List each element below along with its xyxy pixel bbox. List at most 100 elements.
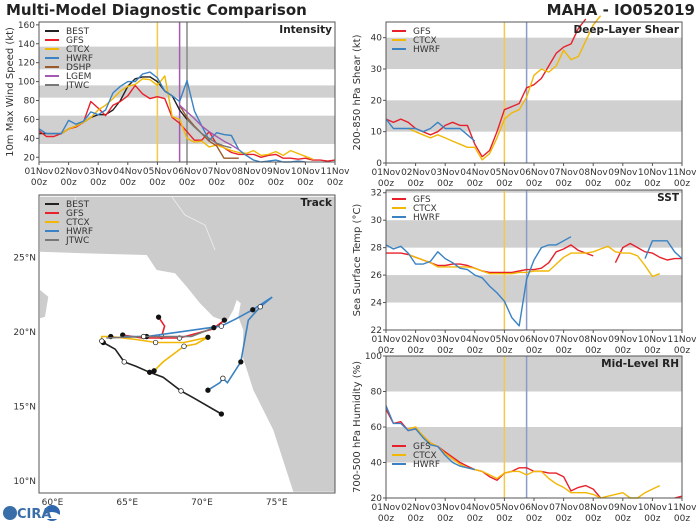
legend-label-hwrf: HWRF: [66, 54, 93, 64]
x-tick-label: 00z: [467, 514, 483, 524]
x-tick-label: 00z: [615, 179, 631, 189]
legend-label-ctcx: CTCX: [413, 36, 437, 46]
x-tick-label: 00z: [556, 346, 572, 356]
y-tick-label: 80: [371, 388, 383, 398]
panel-title: Mid-Level RH: [601, 358, 679, 370]
y-tick-label: 120: [18, 59, 35, 69]
track-point-marker: [155, 314, 162, 320]
x-tick-label: 00z: [297, 178, 313, 188]
track-point-marker: [151, 368, 157, 374]
legend-label-hwrf: HWRF: [413, 460, 440, 470]
x-tick-label: 01Nov: [371, 335, 401, 345]
series-line-gfs: [386, 242, 682, 274]
panel-title: Intensity: [279, 24, 332, 36]
y-axis-label: 200-850 hPa Shear (kt): [352, 34, 363, 150]
track-point-marker: [205, 334, 211, 340]
y-tick-label: 160: [18, 21, 35, 31]
y-tick-label: 30: [371, 65, 383, 75]
track-point-marker: [140, 333, 147, 340]
x-tick-label: 00z: [120, 178, 136, 188]
x-tick-label: 00z: [496, 179, 512, 189]
legend-label-ctcx: CTCX: [413, 451, 437, 461]
track-point-marker: [218, 411, 225, 417]
x-tick-label: 00z: [615, 514, 631, 524]
track-point-marker: [178, 388, 184, 394]
logo-text: CIRA: [17, 507, 51, 522]
y-tick-label: 40: [24, 134, 36, 144]
x-tick-label: 00z: [378, 514, 394, 524]
x-tick-label: 00z: [408, 514, 424, 524]
track-point-marker: [238, 359, 244, 365]
panel-title: SST: [657, 192, 680, 204]
x-tick-label: 04Nov: [460, 335, 490, 345]
x-tick-label: 08Nov: [579, 335, 609, 345]
x-tick-label: 00z: [674, 346, 690, 356]
legend-label-lgem: LGEM: [66, 72, 91, 82]
x-tick-label: 11Nov: [667, 503, 697, 513]
x-tick-label: 08Nov: [579, 168, 609, 178]
y-tick-label: 80: [24, 97, 36, 107]
x-tick-label: 05Nov: [490, 168, 520, 178]
y-tick-label: 20: [24, 153, 36, 163]
track-point-marker: [205, 387, 211, 393]
x-tick-label: 03Nov: [84, 167, 114, 177]
x-tick-label: 00z: [496, 514, 512, 524]
y-tick-label: 40: [371, 34, 383, 44]
x-tick-label: 10Nov: [291, 167, 321, 177]
x-tick-label: 00z: [268, 178, 284, 188]
x-tick-label: 00z: [526, 179, 542, 189]
shaded-band: [386, 275, 682, 303]
x-tick-label: 00z: [585, 179, 601, 189]
border-lines: [74, 196, 216, 251]
x-tick-label: 01Nov: [371, 168, 401, 178]
track-point-marker: [121, 359, 127, 365]
track-point-marker: [218, 323, 225, 329]
x-tick-label: 07Nov: [549, 168, 579, 178]
y-axis-label: 10m Max Wind Speed (kt): [5, 27, 16, 157]
x-tick-label: 00z: [556, 179, 572, 189]
x-tick-label: 00z: [644, 346, 660, 356]
panel-track: 60°E 65°E 70°E 75°E 25°N 20°N 15°N 10°N Track BES…: [13, 194, 336, 508]
lon-tick-label: 75°E: [266, 498, 288, 508]
x-tick-label: 04Nov: [460, 168, 490, 178]
series-line-hwrf: [385, 118, 476, 142]
track-point-marker: [146, 369, 153, 375]
x-tick-label: 00z: [615, 346, 631, 356]
series-line-hwrf: [385, 405, 475, 471]
x-tick-label: 05Nov: [490, 503, 520, 513]
legend-label-ctcx: CTCX: [66, 218, 90, 228]
panel-title: Deep-Layer Shear: [573, 24, 679, 36]
y-tick-label: 20: [371, 494, 383, 504]
x-tick-label: 02Nov: [401, 503, 431, 513]
series-line-ctcx: [408, 426, 661, 499]
storm-id: MAHA - IO052019: [547, 1, 695, 19]
figure-title: Multi-Model Diagnostic Comparison: [6, 1, 307, 19]
legend-label-gfs: GFS: [413, 27, 431, 37]
panel-mid-level-rh: 2040608010001Nov00z02Nov00z03Nov00z04Nov…: [352, 352, 697, 524]
track-point-marker: [211, 324, 217, 331]
x-tick-label: 00z: [437, 514, 453, 524]
x-tick-label: 11Nov: [667, 335, 697, 345]
track-point-marker: [152, 339, 159, 346]
y-tick-label: 24: [371, 299, 383, 309]
y-tick-label: 60: [24, 115, 36, 125]
series-line-ctcx: [407, 245, 661, 278]
legend-label-dshp: DSHP: [66, 63, 91, 73]
panel-intensity: 2040608010012014016001Nov00z02Nov00z03No…: [5, 21, 350, 188]
x-tick-label: 00z: [408, 346, 424, 356]
x-tick-label: 00z: [526, 514, 542, 524]
x-tick-label: 09Nov: [261, 167, 291, 177]
land-oman: [40, 290, 49, 319]
series-line-hwrf: [385, 236, 683, 327]
x-tick-label: 07Nov: [549, 335, 579, 345]
panel-title: Track: [301, 197, 333, 209]
legend-label-gfs: GFS: [66, 209, 84, 219]
x-tick-label: 00z: [437, 346, 453, 356]
x-tick-label: 00z: [644, 179, 660, 189]
legend-label-gfs: GFS: [413, 195, 431, 205]
track-point-marker: [250, 307, 256, 313]
x-tick-label: 00z: [209, 178, 225, 188]
x-tick-label: 00z: [467, 179, 483, 189]
track-point-marker: [99, 338, 105, 344]
y-tick-label: 26: [371, 271, 383, 281]
